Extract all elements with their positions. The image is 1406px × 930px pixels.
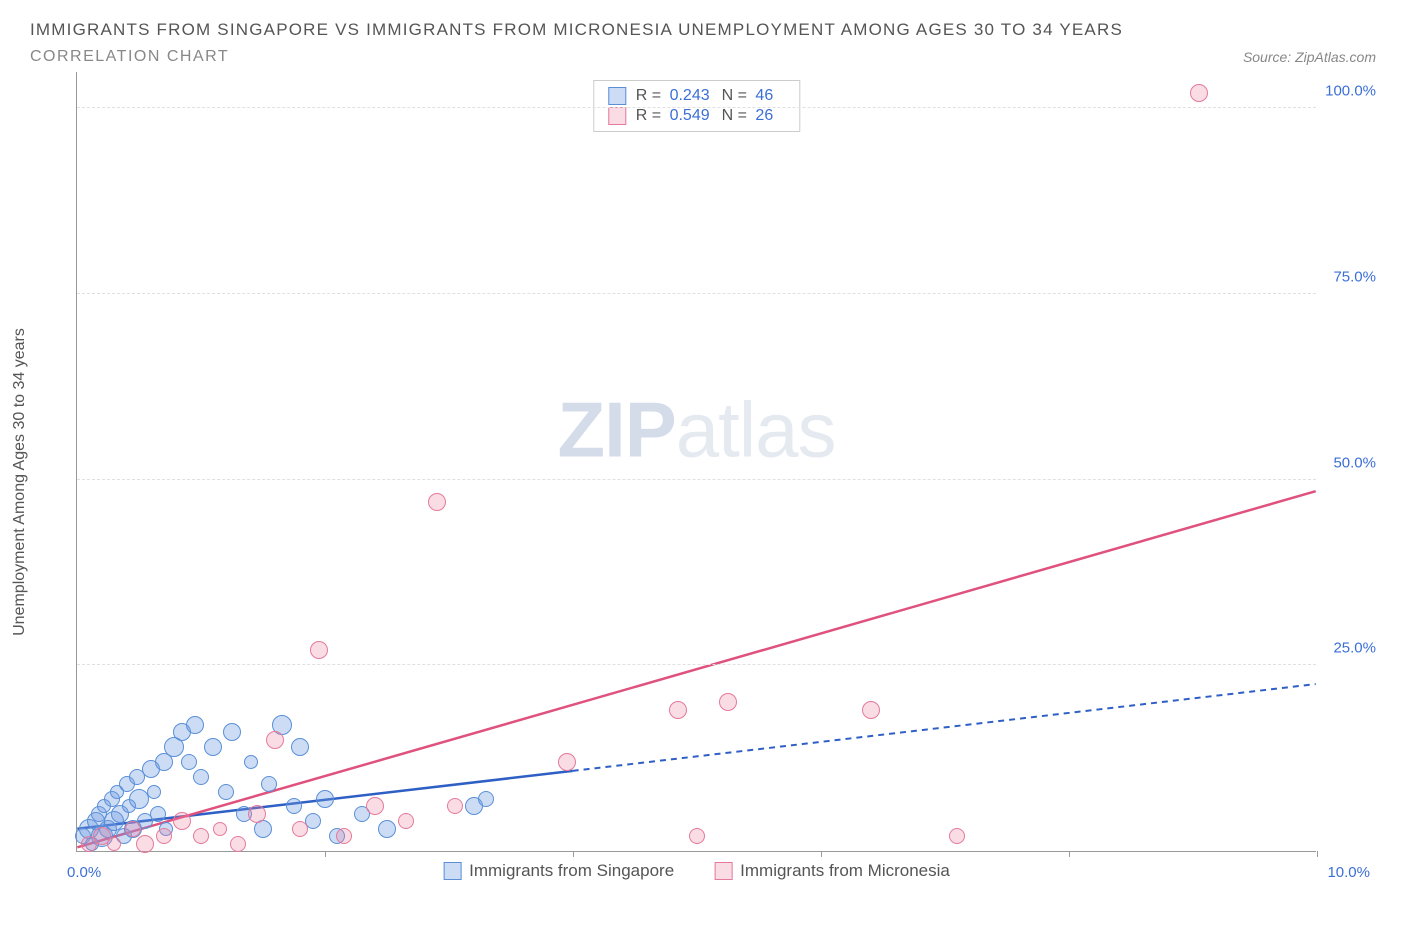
data-point (261, 776, 277, 792)
data-point (286, 798, 302, 814)
stats-legend-row: R = 0.243N = 46 (608, 86, 785, 106)
data-point (266, 731, 284, 749)
subtitle-row: CORRELATION CHART Source: ZipAtlas.com (30, 48, 1376, 66)
x-tick-start: 0.0% (67, 864, 101, 881)
data-point (125, 821, 141, 837)
data-point (291, 738, 309, 756)
watermark: ZIPatlas (557, 385, 835, 476)
data-point (398, 813, 414, 829)
data-point (223, 723, 241, 741)
data-point (689, 828, 705, 844)
data-point (173, 812, 191, 830)
data-point (147, 785, 161, 799)
data-point (366, 797, 384, 815)
data-point (478, 791, 494, 807)
data-point (862, 701, 880, 719)
plot-area: ZIPatlas R = 0.243N = 46R = 0.549N = 26 … (76, 72, 1316, 852)
data-point (1190, 84, 1208, 102)
x-tick (325, 851, 326, 857)
data-point (378, 820, 396, 838)
data-point (316, 790, 334, 808)
data-point (156, 828, 172, 844)
data-point (193, 769, 209, 785)
data-point (193, 828, 209, 844)
data-point (213, 822, 227, 836)
source-label: Source: ZipAtlas.com (1243, 49, 1376, 65)
y-tick-label: 25.0% (1333, 640, 1376, 657)
data-point (428, 493, 446, 511)
data-point (949, 828, 965, 844)
gridline (77, 107, 1316, 108)
data-point (204, 738, 222, 756)
x-tick (1069, 851, 1070, 857)
x-tick (573, 851, 574, 857)
y-tick-label: 75.0% (1333, 268, 1376, 285)
data-point (181, 754, 197, 770)
data-point (244, 755, 258, 769)
y-tick-label: 100.0% (1325, 83, 1376, 100)
data-point (136, 835, 154, 853)
gridline (77, 664, 1316, 665)
chart-title: IMMIGRANTS FROM SINGAPORE VS IMMIGRANTS … (30, 20, 1376, 40)
data-point (150, 806, 166, 822)
chart-subtitle: CORRELATION CHART (30, 48, 229, 66)
series-legend-item: Immigrants from Micronesia (714, 861, 950, 881)
x-tick (821, 851, 822, 857)
data-point (669, 701, 687, 719)
data-point (558, 753, 576, 771)
gridline (77, 293, 1316, 294)
stats-legend: R = 0.243N = 46R = 0.549N = 26 (593, 80, 800, 132)
y-tick-label: 50.0% (1333, 454, 1376, 471)
data-point (310, 641, 328, 659)
data-point (292, 821, 308, 837)
data-point (447, 798, 463, 814)
data-point (186, 716, 204, 734)
data-point (248, 805, 266, 823)
trend-lines (77, 72, 1316, 851)
x-tick (1317, 851, 1318, 857)
x-tick-end: 10.0% (1327, 864, 1370, 881)
data-point (230, 836, 246, 852)
y-axis-label: Unemployment Among Ages 30 to 34 years (11, 328, 29, 636)
data-point (336, 828, 352, 844)
data-point (719, 693, 737, 711)
stats-legend-row: R = 0.549N = 26 (608, 106, 785, 126)
correlation-chart: Unemployment Among Ages 30 to 34 years Z… (30, 72, 1376, 892)
series-legend-item: Immigrants from Singapore (443, 861, 674, 881)
data-point (218, 784, 234, 800)
series-legend: Immigrants from Singapore Immigrants from… (443, 861, 950, 881)
data-point (107, 837, 121, 851)
gridline (77, 479, 1316, 480)
